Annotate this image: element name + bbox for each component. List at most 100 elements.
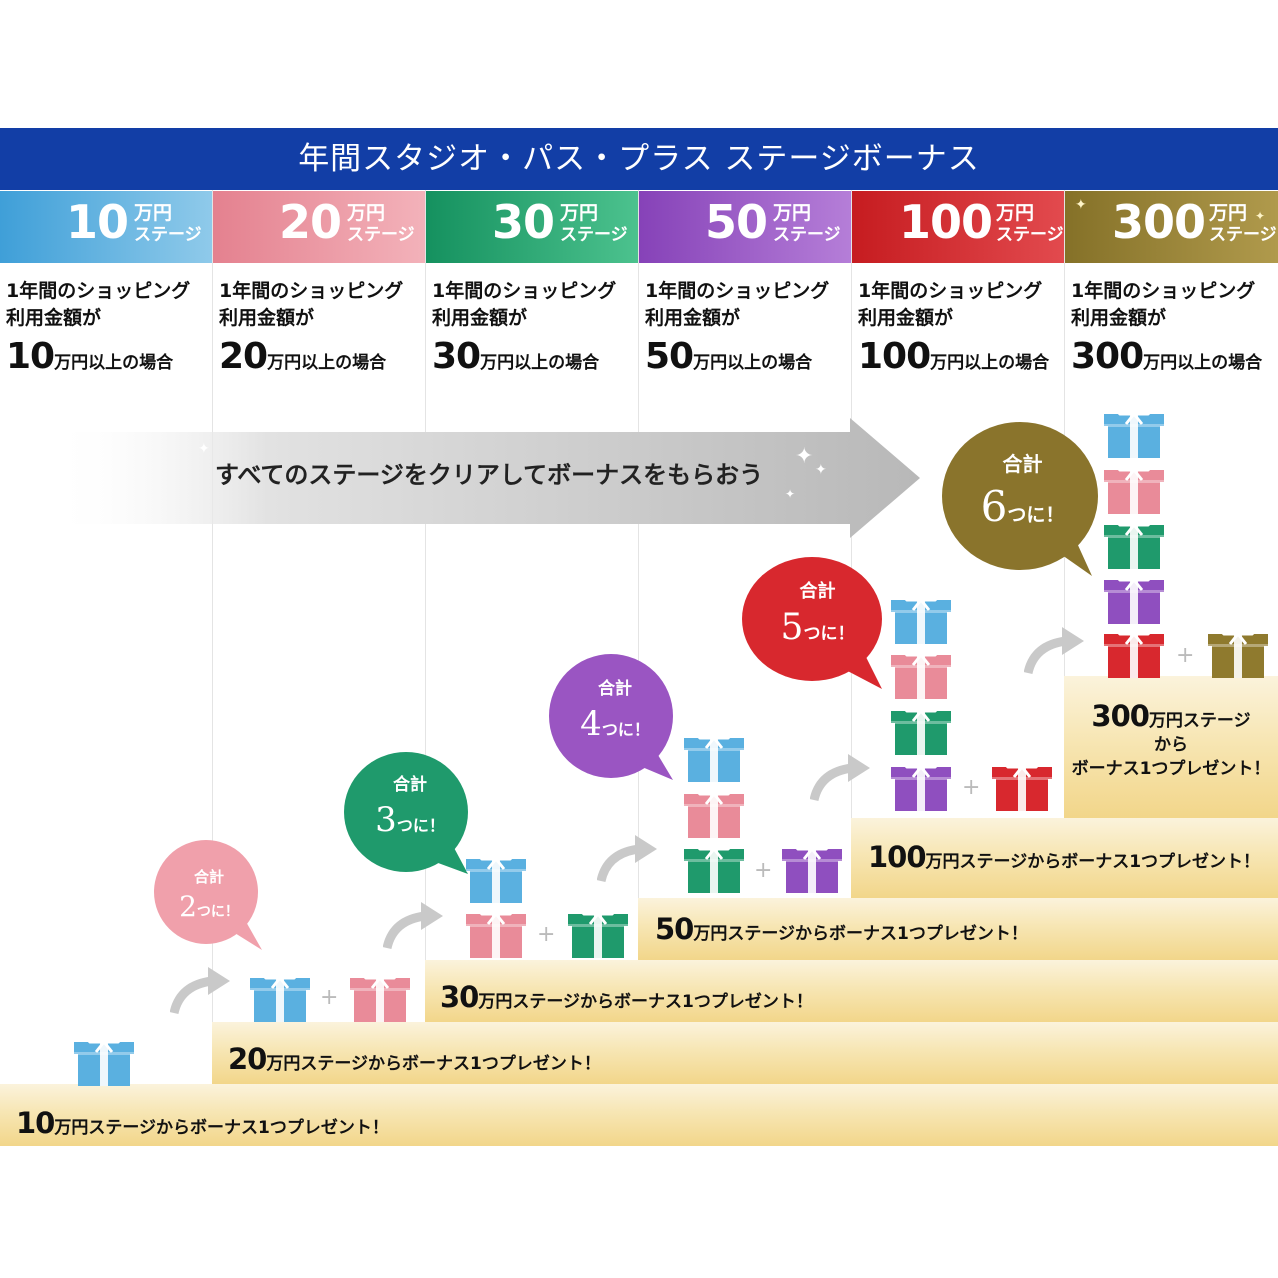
gift-icon	[350, 968, 410, 1022]
gift-icon	[684, 839, 744, 893]
desc-line: 1年間のショッピング	[1071, 280, 1256, 302]
curved-arrow-icon	[810, 754, 870, 802]
desc-line: 1年間のショッピング	[645, 280, 830, 302]
stage-unit: 万円	[996, 202, 1035, 224]
desc-line: 1年間のショッピング	[432, 280, 617, 302]
step-number: 30	[440, 980, 479, 1014]
bubble-count: 2	[179, 890, 197, 923]
stage-desc-20: 1年間のショッピング 利用金額が 20万円以上の場合	[219, 278, 427, 377]
desc-line: 利用金額が	[432, 307, 528, 329]
stage-label: ステージ	[1209, 225, 1277, 245]
gift-icon	[782, 839, 842, 893]
stage-label: ステージ	[560, 225, 628, 245]
step-number: 10	[16, 1106, 55, 1140]
step-text: 万円ステージからボーナス1つプレゼント！	[54, 1118, 389, 1138]
desc-suffix: 万円以上の場合	[267, 353, 387, 373]
stage-tab-300: 300 万円 ステージ ✦ ✦	[1065, 191, 1278, 263]
bubble-count: 6	[980, 482, 1008, 531]
step-label-20: 20万円ステージからボーナス1つプレゼント！	[228, 1042, 601, 1076]
stage-number: 50	[704, 195, 768, 249]
desc-line: 1年間のショッピング	[858, 280, 1043, 302]
bubble-label: 合計	[193, 868, 224, 886]
total-bubble-6: 合計 6つに！	[940, 420, 1105, 580]
gift-icon	[992, 757, 1052, 811]
gift-icon	[684, 728, 744, 782]
plus-icon: +	[320, 985, 339, 1010]
gift-icon	[891, 645, 951, 699]
stage-label: ステージ	[347, 225, 415, 245]
desc-amount: 300	[1071, 336, 1144, 377]
sparkle-icon: ✦	[1075, 197, 1087, 213]
stage-number: 100	[898, 195, 993, 249]
step-100	[851, 818, 1278, 898]
total-bubble-2: 合計 2つに！	[150, 840, 268, 958]
step-300	[1064, 676, 1278, 818]
stage-desc-100: 1年間のショッピング 利用金額が 100万円以上の場合	[858, 278, 1066, 377]
gift-icon	[891, 701, 951, 755]
step-number: 100	[868, 840, 927, 874]
step-label-100: 100万円ステージからボーナス1つプレゼント！	[868, 840, 1260, 874]
total-bubble-3: 合計 3つに！	[340, 750, 480, 890]
gift-icon	[1104, 570, 1164, 624]
bubble-suffix: つに！	[1007, 504, 1065, 526]
gift-icon	[891, 757, 951, 811]
step-10	[0, 1084, 1278, 1146]
step-number: 50	[655, 912, 694, 946]
progress-arrow	[50, 418, 920, 538]
desc-line: 利用金額が	[6, 307, 102, 329]
curved-arrow-icon	[383, 902, 443, 950]
stage-label: ステージ	[134, 225, 202, 245]
plus-icon: +	[537, 922, 556, 947]
step-30	[425, 960, 1278, 1022]
gift-icon	[1208, 624, 1268, 678]
sparkle-icon: ✦	[795, 444, 814, 469]
bubble-suffix: つに！	[803, 624, 855, 644]
stage-unit: 万円	[134, 202, 173, 224]
bubble-count: 4	[580, 704, 602, 744]
stage-label: ステージ	[996, 225, 1064, 245]
desc-suffix: 万円以上の場合	[930, 353, 1050, 373]
gift-icon	[74, 1032, 134, 1086]
stage-tab-100: 100 万円 ステージ	[852, 191, 1064, 263]
sparkle-icon: ✦	[785, 487, 796, 501]
sparkle-icon: ✦	[198, 441, 210, 457]
desc-suffix: 万円以上の場合	[693, 353, 813, 373]
curved-arrow-icon	[1024, 627, 1084, 675]
stage-label: ステージ	[773, 225, 841, 245]
desc-line: 1年間のショッピング	[219, 280, 404, 302]
plus-icon: +	[1176, 643, 1195, 668]
banner-text: すべてのステージをクリアしてボーナスをもらおう	[215, 461, 764, 489]
gift-icon	[1104, 404, 1164, 458]
step-label-10: 10万円ステージからボーナス1つプレゼント！	[16, 1106, 389, 1140]
desc-amount: 50	[645, 336, 694, 377]
step-50	[638, 898, 1278, 960]
plus-icon: +	[962, 775, 981, 800]
page-title: 年間スタジオ・パス・プラス ステージボーナス	[0, 128, 1278, 190]
stage-number: 10	[65, 195, 129, 249]
step-text: ボーナス1つプレゼント！	[1071, 759, 1271, 779]
step-label-300: 300万円ステージ から ボーナス1つプレゼント！	[1068, 702, 1274, 781]
desc-line: 利用金額が	[1071, 307, 1167, 329]
step-text: 万円ステージからボーナス1つプレゼント！	[925, 852, 1261, 872]
step-text: 万円ステージからボーナス1つプレゼント！	[478, 992, 813, 1012]
bubble-label: 合計	[1002, 452, 1043, 476]
desc-amount: 30	[432, 336, 481, 377]
stage-unit: 万円	[773, 202, 812, 224]
stage-number: 300	[1111, 195, 1206, 249]
step-number: 20	[228, 1042, 267, 1076]
bubble-count: 3	[375, 800, 397, 840]
step-label-50: 50万円ステージからボーナス1つプレゼント！	[655, 912, 1028, 946]
plus-icon: +	[754, 858, 773, 883]
step-text: 万円ステージからボーナス1つプレゼント！	[266, 1054, 601, 1074]
gift-icon	[891, 590, 951, 644]
desc-amount: 10	[6, 336, 55, 377]
bubble-suffix: つに！	[601, 720, 650, 739]
stage-desc-300: 1年間のショッピング 利用金額が 300万円以上の場合	[1071, 278, 1278, 377]
desc-line: 利用金額が	[645, 307, 741, 329]
stage-number: 30	[491, 195, 555, 249]
desc-amount: 100	[858, 336, 931, 377]
desc-line: 1年間のショッピング	[6, 280, 191, 302]
desc-suffix: 万円以上の場合	[54, 353, 174, 373]
stage-desc-30: 1年間のショッピング 利用金額が 30万円以上の場合	[432, 278, 640, 377]
gift-icon	[568, 904, 628, 958]
